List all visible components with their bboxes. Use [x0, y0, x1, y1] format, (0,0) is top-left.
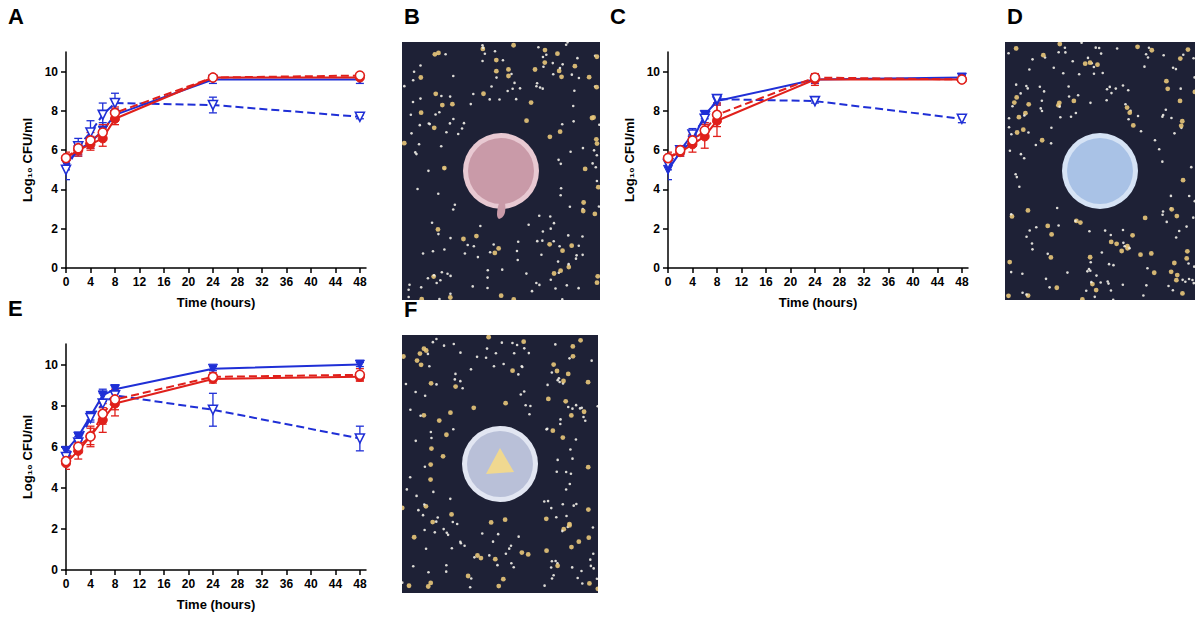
svg-text:36: 36: [280, 275, 294, 289]
svg-text:24: 24: [808, 275, 822, 289]
svg-text:16: 16: [759, 275, 773, 289]
svg-text:6: 6: [51, 440, 58, 454]
svg-text:8: 8: [51, 399, 58, 413]
svg-text:8: 8: [112, 577, 119, 591]
svg-text:2: 2: [51, 222, 58, 236]
svg-text:8: 8: [112, 275, 119, 289]
svg-text:32: 32: [857, 275, 871, 289]
svg-text:10: 10: [45, 65, 59, 79]
svg-text:48: 48: [955, 275, 969, 289]
svg-text:4: 4: [87, 275, 94, 289]
svg-text:44: 44: [931, 275, 945, 289]
svg-text:2: 2: [653, 222, 660, 236]
svg-text:Time (hours): Time (hours): [177, 295, 256, 310]
svg-text:36: 36: [882, 275, 896, 289]
svg-text:6: 6: [653, 143, 660, 157]
svg-text:12: 12: [133, 275, 147, 289]
svg-text:32: 32: [255, 577, 269, 591]
html-text:F: F: [404, 297, 418, 322]
svg-text:0: 0: [51, 563, 58, 577]
svg-text:0: 0: [63, 275, 70, 289]
svg-text:Log₁₀ CFU/ml: Log₁₀ CFU/ml: [20, 415, 35, 499]
svg-text:Log₁₀ CFU/ml: Log₁₀ CFU/ml: [20, 118, 35, 202]
svg-text:40: 40: [304, 577, 318, 591]
html-text:C: C: [610, 4, 626, 29]
svg-text:28: 28: [231, 577, 245, 591]
svg-text:0: 0: [653, 261, 660, 275]
svg-text:40: 40: [304, 275, 318, 289]
svg-text:0: 0: [63, 577, 70, 591]
svg-text:2: 2: [51, 522, 58, 536]
svg-text:Time (hours): Time (hours): [779, 295, 858, 310]
html-text:A: A: [8, 4, 24, 29]
svg-text:24: 24: [206, 275, 220, 289]
svg-text:8: 8: [714, 275, 721, 289]
svg-text:10: 10: [647, 65, 661, 79]
svg-text:20: 20: [182, 275, 196, 289]
svg-text:Log₁₀ CFU/ml: Log₁₀ CFU/ml: [622, 118, 637, 202]
svg-text:16: 16: [157, 275, 171, 289]
html-text:E: E: [8, 296, 23, 321]
svg-text:48: 48: [353, 275, 367, 289]
svg-text:20: 20: [784, 275, 798, 289]
svg-text:48: 48: [353, 577, 367, 591]
svg-text:24: 24: [206, 577, 220, 591]
svg-text:44: 44: [329, 275, 343, 289]
svg-text:4: 4: [51, 182, 58, 196]
svg-text:44: 44: [329, 577, 343, 591]
svg-text:20: 20: [182, 577, 196, 591]
svg-text:Time (hours): Time (hours): [177, 597, 256, 612]
html-text:B: B: [404, 4, 420, 29]
svg-text:4: 4: [51, 481, 58, 495]
svg-text:4: 4: [87, 577, 94, 591]
svg-text:36: 36: [280, 577, 294, 591]
html-text:D: D: [1007, 4, 1023, 29]
svg-text:6: 6: [51, 143, 58, 157]
svg-text:8: 8: [51, 104, 58, 118]
svg-text:4: 4: [689, 275, 696, 289]
svg-text:4: 4: [653, 182, 660, 196]
svg-text:40: 40: [906, 275, 920, 289]
svg-text:8: 8: [653, 104, 660, 118]
svg-text:28: 28: [231, 275, 245, 289]
svg-text:0: 0: [665, 275, 672, 289]
svg-text:12: 12: [133, 577, 147, 591]
svg-text:0: 0: [51, 261, 58, 275]
svg-text:16: 16: [157, 577, 171, 591]
svg-text:28: 28: [833, 275, 847, 289]
svg-text:10: 10: [45, 358, 59, 372]
svg-text:12: 12: [735, 275, 749, 289]
svg-text:32: 32: [255, 275, 269, 289]
